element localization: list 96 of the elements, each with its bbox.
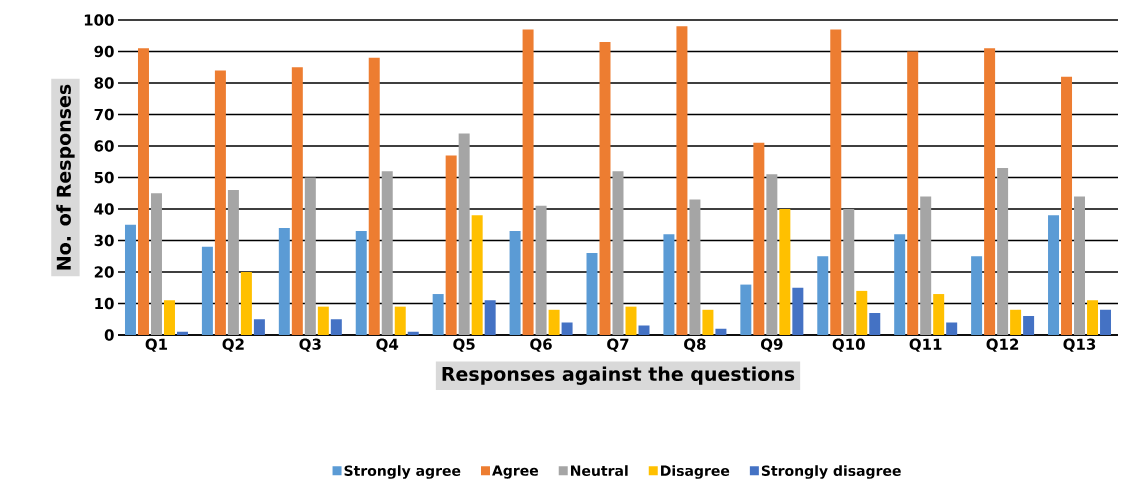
- bar: [1010, 309, 1022, 335]
- bar: [638, 325, 650, 335]
- bar: [586, 253, 598, 335]
- bar: [933, 294, 945, 335]
- bar: [612, 171, 624, 335]
- bar: [663, 234, 675, 335]
- bar: [201, 246, 213, 335]
- bar: [894, 234, 906, 335]
- bar: [625, 306, 637, 335]
- bar: [817, 256, 829, 335]
- bar: [304, 177, 316, 335]
- bar: [1048, 215, 1060, 335]
- bar: [907, 51, 919, 335]
- bar: [253, 319, 265, 335]
- bar: [432, 294, 444, 335]
- bar: [740, 284, 752, 335]
- x-tick-label: Q11: [909, 338, 942, 352]
- bar: [484, 300, 496, 335]
- bar: [689, 199, 701, 335]
- bar: [394, 306, 406, 335]
- bar: [471, 215, 483, 335]
- bar: [1023, 316, 1035, 335]
- x-tick-label: Q8: [684, 338, 706, 352]
- bar: [715, 328, 727, 335]
- legend-label: Agree: [492, 465, 539, 479]
- bar: [702, 309, 714, 335]
- bar: [753, 142, 765, 335]
- y-tick-label: 10: [95, 297, 114, 310]
- bar: [124, 224, 136, 335]
- bar: [535, 205, 547, 335]
- y-axis-title: No. of Responses: [56, 84, 75, 270]
- x-tick-label: Q12: [986, 338, 1019, 352]
- y-tick-label: 40: [94, 203, 114, 215]
- bar: [278, 227, 290, 335]
- bar: [676, 26, 688, 335]
- bar: [227, 190, 239, 335]
- legend-label: Strongly disagree: [761, 465, 901, 479]
- bar: [317, 306, 329, 335]
- x-tick-label: Q10: [832, 338, 865, 352]
- bar: [946, 322, 958, 335]
- bar: [214, 70, 226, 335]
- bar: [843, 208, 855, 335]
- bar: [869, 312, 881, 335]
- bar: [522, 29, 534, 335]
- bar: [1100, 309, 1112, 335]
- bar: [509, 231, 521, 335]
- x-tick-label: Q1: [145, 338, 168, 352]
- bar: [792, 287, 804, 335]
- y-tick-label: 70: [94, 108, 114, 121]
- bar: [381, 171, 393, 335]
- x-tick-label: Q5: [453, 338, 475, 352]
- bar: [291, 67, 303, 335]
- x-tick-label: Q2: [222, 338, 244, 352]
- x-tick-label: Q7: [607, 338, 629, 352]
- bar: [150, 193, 162, 335]
- bar: [997, 168, 1009, 335]
- bar: [137, 48, 149, 335]
- bar: [407, 331, 419, 335]
- bar: [1087, 300, 1099, 335]
- y-tick-label: 60: [94, 140, 114, 152]
- x-tick-label: Q9: [761, 338, 783, 352]
- bar: [548, 309, 560, 335]
- bar: [458, 133, 470, 335]
- y-tick-label: 20: [94, 266, 114, 278]
- bar: [561, 322, 573, 335]
- y-tick-label: 0: [104, 329, 114, 341]
- y-tick-label: 50: [94, 171, 114, 184]
- bar: [856, 290, 868, 335]
- bar: [971, 256, 983, 335]
- legend-label: Strongly agree: [344, 465, 461, 479]
- x-axis-title: Responses against the questions: [442, 366, 795, 385]
- bar: [779, 208, 791, 335]
- bar: [830, 29, 842, 335]
- bar: [368, 57, 380, 335]
- x-tick-label: Q3: [299, 338, 321, 352]
- x-tick-label: Q4: [376, 338, 399, 352]
- bar: [176, 331, 188, 335]
- bar: [984, 48, 996, 335]
- bar: [163, 300, 175, 335]
- legend-label: Neutral: [571, 465, 628, 477]
- bar: [240, 271, 252, 335]
- legend-label: Disagree: [661, 465, 730, 479]
- bar: [1074, 196, 1086, 335]
- x-tick-label: Q13: [1063, 338, 1096, 352]
- bar: [920, 196, 932, 335]
- bar: [766, 174, 778, 335]
- bar: [445, 155, 457, 335]
- y-tick-label: 30: [94, 234, 114, 247]
- y-tick-label: 90: [94, 45, 114, 58]
- bar: [1061, 76, 1073, 335]
- bar: [330, 319, 342, 335]
- y-tick-label: 80: [94, 77, 114, 89]
- y-tick-label: 100: [84, 14, 114, 26]
- x-tick-label: Q6: [530, 338, 552, 352]
- bar: [355, 231, 367, 335]
- bar: [599, 42, 611, 335]
